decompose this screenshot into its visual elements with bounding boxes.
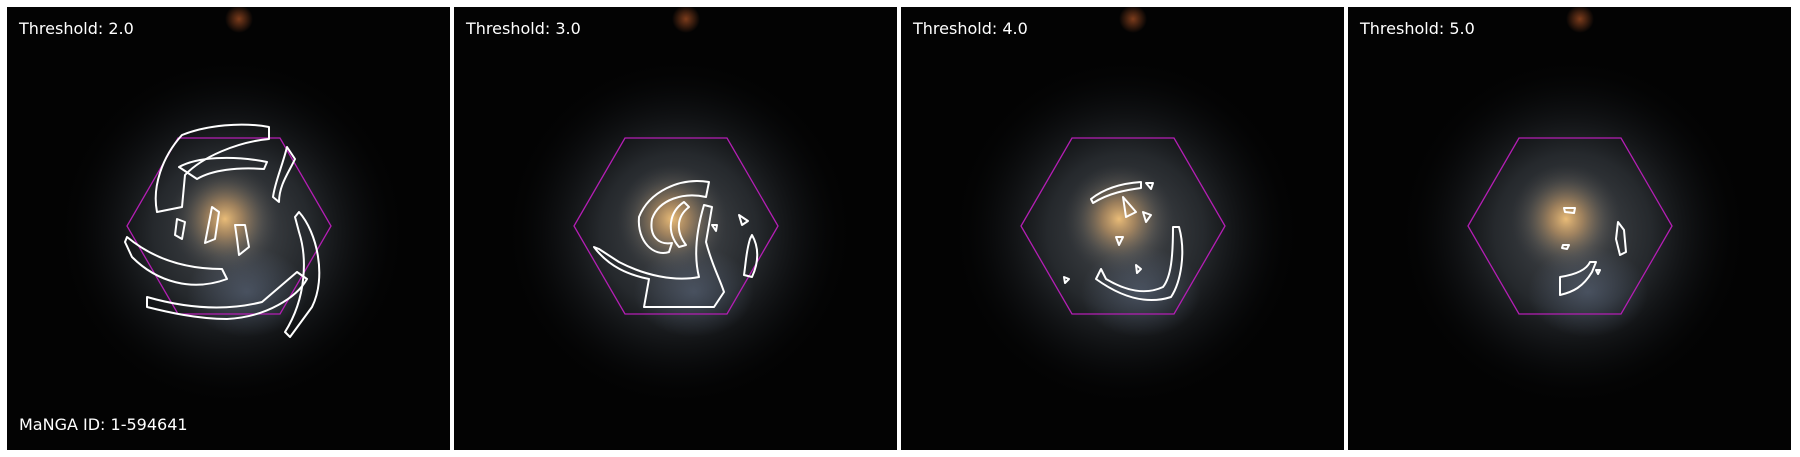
ifu-hexagon [573, 137, 779, 315]
manga-id-label: MaNGA ID: 1-594641 [19, 415, 188, 434]
galaxy-image-3 [901, 7, 1344, 450]
ifu-hexagon [126, 137, 332, 315]
threshold-label: Threshold: 5.0 [1360, 19, 1475, 38]
spiral-arm-contours [1063, 181, 1184, 302]
background-star [225, 7, 253, 33]
threshold-label: Threshold: 4.0 [913, 19, 1028, 38]
galaxy-bulge [1064, 164, 1174, 274]
galaxy-panel-4: Threshold: 5.0 [1348, 7, 1791, 450]
threshold-label: Threshold: 2.0 [19, 19, 134, 38]
ifu-hexagon [1467, 137, 1673, 315]
galaxy-image-1 [7, 7, 450, 450]
spiral-arm-contours [124, 123, 321, 338]
galaxy-panel-3: Threshold: 4.0 [901, 7, 1344, 450]
galaxy-image-2 [454, 7, 897, 450]
threshold-label: Threshold: 3.0 [466, 19, 581, 38]
ifu-hexagon [1020, 137, 1226, 315]
galaxy-image-4 [1348, 7, 1791, 450]
spiral-arm-contours [593, 180, 759, 308]
galaxy-bulge [1511, 164, 1621, 274]
galaxy-panel-1: Threshold: 2.0 MaNGA ID: 1-594641 [7, 7, 450, 450]
background-star [672, 7, 700, 33]
galaxy-panel-2: Threshold: 3.0 [454, 7, 897, 450]
galaxy-bulge [170, 164, 280, 274]
background-star [1566, 7, 1594, 33]
spiral-arm-contours [1559, 207, 1627, 296]
background-star [1119, 7, 1147, 33]
